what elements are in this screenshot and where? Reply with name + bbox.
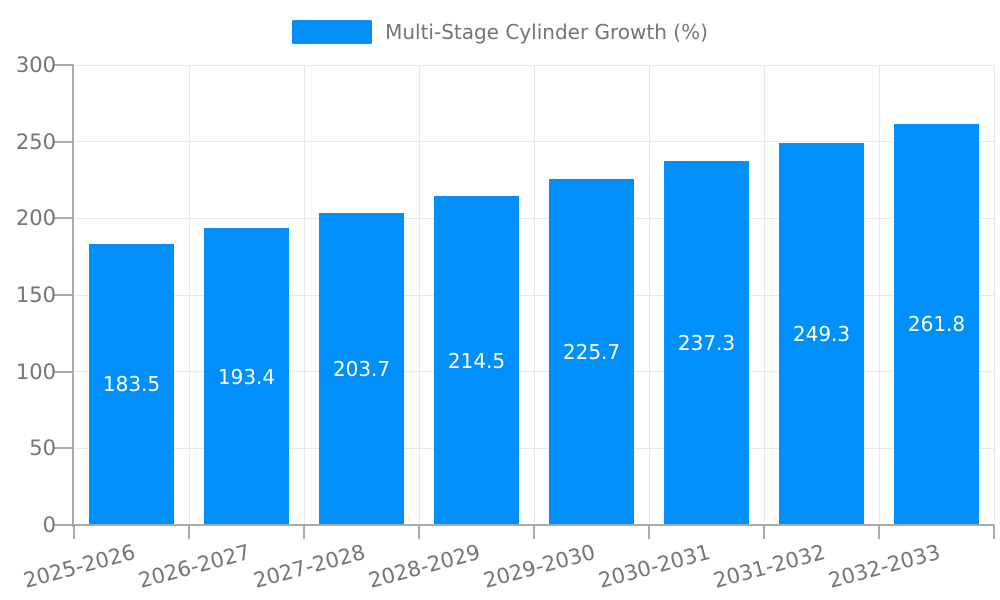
y-axis-tick [54, 64, 74, 66]
bar-value-label: 225.7 [562, 339, 621, 364]
bar[interactable] [664, 161, 749, 525]
x-axis-label: 2026-2027 [135, 540, 253, 593]
gridline-vertical [303, 65, 305, 525]
y-axis-tick [54, 524, 74, 526]
x-axis-label: 2027-2028 [250, 540, 368, 593]
y-axis-tick [54, 447, 74, 450]
gridline-vertical [648, 65, 650, 525]
x-axis-tick [418, 525, 420, 539]
bar-value-label: 249.3 [792, 321, 851, 346]
y-axis-line [72, 65, 74, 527]
bar[interactable] [779, 142, 864, 525]
x-axis-label: 2032-2033 [825, 540, 943, 593]
bar[interactable] [89, 243, 174, 525]
bar[interactable] [894, 123, 979, 525]
x-axis-label: 2025-2026 [20, 540, 138, 593]
gridline-vertical [763, 65, 765, 525]
y-axis-tick [54, 140, 74, 143]
x-axis-tick [763, 525, 765, 539]
gridline-vertical [533, 65, 535, 525]
bar[interactable] [204, 228, 289, 525]
bar-value-label: 214.5 [447, 348, 506, 373]
bar-value-label: 261.8 [907, 312, 966, 337]
legend-swatch [292, 20, 373, 44]
y-axis-label: 150 [15, 283, 56, 307]
bar[interactable] [434, 196, 519, 525]
x-axis-tick [303, 525, 305, 539]
bar-value-label: 237.3 [677, 331, 736, 356]
legend[interactable]: Multi-Stage Cylinder Growth (%) [0, 14, 1000, 50]
y-axis-label: 200 [15, 206, 56, 231]
y-axis-label: 50 [29, 436, 56, 461]
gridline-vertical [993, 65, 995, 525]
x-axis-label: 2030-2031 [595, 540, 713, 593]
x-axis-tick [533, 525, 535, 539]
x-axis-label: 2031-2032 [710, 540, 828, 593]
gridline-vertical [418, 65, 420, 525]
x-axis-tick [73, 525, 75, 539]
y-axis-label: 300 [15, 53, 56, 77]
gridline-vertical [878, 65, 880, 525]
legend-label: Multi-Stage Cylinder Growth (%) [385, 20, 708, 44]
y-axis-tick [54, 370, 74, 373]
gridline-vertical [188, 65, 190, 525]
x-axis-line [72, 524, 994, 526]
y-axis-label: 100 [15, 359, 56, 384]
y-axis-label: 250 [15, 129, 56, 154]
x-axis-tick [878, 525, 880, 539]
y-axis-tick [54, 217, 74, 220]
bar-value-label: 183.5 [102, 372, 161, 397]
x-axis-tick [648, 525, 650, 539]
y-axis-tick [54, 294, 74, 296]
bar[interactable] [319, 212, 404, 525]
bar-value-label: 203.7 [332, 356, 391, 381]
y-axis-label: 0 [42, 513, 56, 537]
x-axis-tick [993, 525, 995, 539]
x-axis-label: 2029-2030 [480, 540, 598, 593]
x-axis-label: 2028-2029 [365, 540, 483, 593]
x-axis-tick [188, 525, 190, 539]
bar-value-label: 193.4 [217, 364, 276, 389]
bar[interactable] [549, 178, 634, 525]
